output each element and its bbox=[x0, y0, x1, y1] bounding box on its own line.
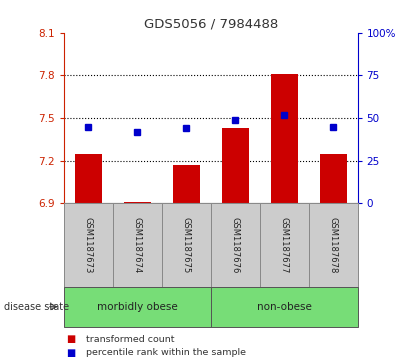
Bar bbox=[270, 74, 298, 203]
Text: GSM1187675: GSM1187675 bbox=[182, 217, 191, 273]
Text: GSM1187677: GSM1187677 bbox=[279, 217, 289, 273]
Text: GSM1187674: GSM1187674 bbox=[133, 217, 142, 273]
Text: ■: ■ bbox=[66, 348, 75, 358]
Bar bbox=[320, 154, 346, 203]
Text: ■: ■ bbox=[66, 334, 75, 344]
Bar bbox=[260, 203, 309, 287]
Bar bbox=[309, 203, 358, 287]
Bar bbox=[222, 128, 249, 203]
Bar bbox=[211, 203, 260, 287]
Text: non-obese: non-obese bbox=[256, 302, 312, 312]
Bar bbox=[113, 203, 162, 287]
Text: GSM1187673: GSM1187673 bbox=[84, 217, 93, 273]
Bar bbox=[211, 287, 358, 327]
Bar bbox=[173, 165, 200, 203]
Text: morbidly obese: morbidly obese bbox=[97, 302, 178, 312]
Bar bbox=[124, 202, 151, 203]
Title: GDS5056 / 7984488: GDS5056 / 7984488 bbox=[143, 17, 278, 30]
Text: percentile rank within the sample: percentile rank within the sample bbox=[86, 348, 246, 357]
Text: transformed count: transformed count bbox=[86, 335, 175, 344]
Bar bbox=[162, 203, 211, 287]
Text: GSM1187678: GSM1187678 bbox=[328, 217, 337, 273]
Text: GSM1187676: GSM1187676 bbox=[231, 217, 240, 273]
Bar bbox=[75, 154, 102, 203]
Bar bbox=[64, 287, 210, 327]
Bar bbox=[64, 203, 113, 287]
Text: disease state: disease state bbox=[4, 302, 69, 312]
